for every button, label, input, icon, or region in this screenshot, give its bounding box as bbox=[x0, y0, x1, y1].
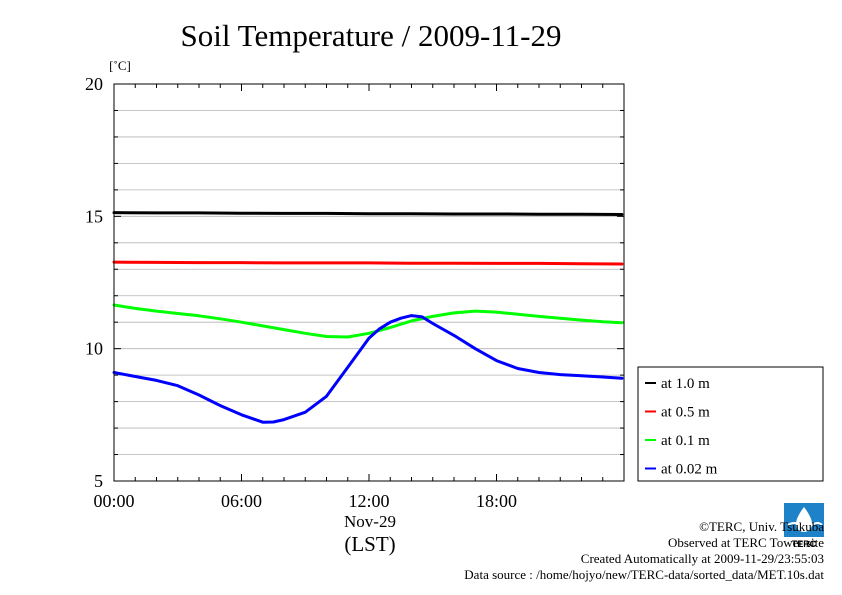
y-tick-label: 15 bbox=[85, 206, 103, 226]
y-tick-label: 20 bbox=[85, 74, 103, 94]
y-tick-label: 5 bbox=[94, 471, 103, 491]
legend-label: at 0.5 m bbox=[661, 405, 710, 421]
y-axis-ticks: 5 10 15 20 bbox=[85, 74, 624, 491]
y-tick-label: 10 bbox=[85, 339, 103, 359]
legend-box bbox=[637, 366, 824, 482]
legend-label: at 1.0 m bbox=[661, 376, 710, 392]
series-line bbox=[112, 303, 624, 339]
observed-text: Observed at TERC Tower site bbox=[667, 535, 824, 550]
x-tick-label: 00:00 bbox=[93, 491, 134, 511]
y-unit-label: [˚C] bbox=[109, 58, 131, 73]
created-text: Created Automatically at 2009-11-29/23:5… bbox=[580, 551, 824, 566]
legend-label: at 0.1 m bbox=[661, 433, 710, 449]
plot-frame bbox=[113, 83, 625, 482]
grid-lines bbox=[114, 110, 624, 455]
x-tick-label: 06:00 bbox=[221, 491, 262, 511]
legend: at 1.0 m at 0.5 m at 0.1 m at 0.02 m bbox=[637, 366, 824, 482]
x-tick-label: 12:00 bbox=[348, 491, 389, 511]
x-tick-label: 18:00 bbox=[476, 491, 517, 511]
series-line bbox=[112, 314, 624, 424]
chart-title: Soil Temperature / 2009-11-29 bbox=[181, 18, 562, 53]
x-date-label: Nov-29 bbox=[344, 512, 396, 531]
series-line bbox=[112, 260, 624, 266]
data-source-text: Data source : /home/hojyo/new/TERC-data/… bbox=[464, 567, 824, 582]
legend-label: at 0.02 m bbox=[661, 462, 718, 478]
terc-logo: TERC bbox=[784, 503, 824, 549]
series-line bbox=[112, 211, 624, 216]
series-layer bbox=[112, 211, 624, 424]
footer-credits: ©TERC, Univ. Tsukuba Observed at TERC To… bbox=[464, 519, 824, 583]
x-axis-label: (LST) bbox=[344, 532, 395, 556]
copyright-text: ©TERC, Univ. Tsukuba bbox=[699, 519, 824, 534]
logo-text: TERC bbox=[792, 539, 817, 549]
x-axis-ticks: 00:00 06:00 12:00 18:00 bbox=[93, 84, 625, 511]
